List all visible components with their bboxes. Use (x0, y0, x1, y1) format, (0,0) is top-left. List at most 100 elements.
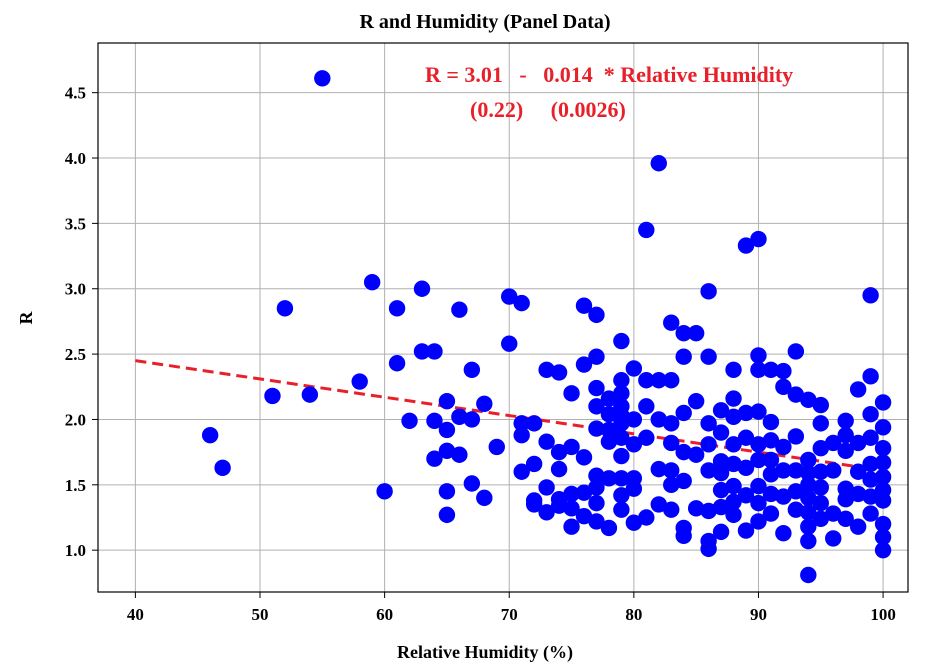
data-point (638, 429, 655, 446)
data-point (463, 475, 481, 492)
data-point (201, 426, 219, 444)
data-point (762, 505, 780, 522)
data-point (837, 412, 854, 429)
data-point (750, 361, 767, 378)
data-point (862, 505, 879, 522)
y-tick-label: 2.5 (65, 345, 86, 364)
data-point (625, 514, 643, 531)
data-point (700, 540, 717, 558)
data-point (575, 507, 593, 525)
data-point (800, 451, 817, 469)
data-point (825, 462, 842, 479)
data-point (750, 347, 767, 364)
data-point (862, 287, 879, 304)
data-point (787, 428, 805, 445)
data-point (775, 378, 792, 395)
data-point (513, 294, 530, 312)
x-tick-label: 90 (750, 605, 767, 624)
data-point (563, 485, 580, 503)
data-point (525, 455, 543, 473)
data-point (600, 390, 618, 407)
data-point (862, 406, 879, 423)
data-point (488, 438, 505, 456)
data-point (800, 532, 817, 550)
data-point (775, 524, 792, 542)
data-point (737, 429, 755, 446)
data-point (351, 373, 368, 390)
data-point (638, 398, 655, 415)
data-point (513, 426, 530, 444)
chart-title: R and Humidity (Panel Data) (359, 11, 610, 33)
data-point (613, 332, 630, 350)
data-point (588, 420, 605, 437)
data-point (762, 466, 780, 483)
x-axis-label: Relative Humidity (%) (397, 642, 573, 663)
data-point (849, 485, 867, 503)
data-point (613, 447, 630, 465)
data-point (413, 343, 431, 360)
data-point (513, 463, 530, 480)
x-tick-label: 100 (870, 605, 896, 624)
data-point (800, 566, 817, 584)
x-tick-label: 60 (376, 605, 393, 624)
data-point (700, 436, 717, 453)
data-point (650, 496, 667, 513)
data-point (588, 479, 605, 496)
data-point (575, 297, 593, 314)
data-point (638, 509, 655, 526)
data-point (426, 343, 443, 360)
data-point (812, 479, 829, 496)
data-point (687, 500, 705, 517)
data-point (812, 494, 829, 512)
data-point (762, 432, 780, 449)
data-point (825, 434, 842, 452)
data-point (451, 408, 468, 426)
data-point (737, 237, 755, 254)
data-point (750, 436, 767, 453)
data-point (712, 498, 730, 516)
data-point (550, 443, 568, 461)
y-tick-label: 4.5 (65, 84, 86, 103)
data-point (837, 490, 854, 508)
data-point (800, 489, 817, 507)
data-point (800, 476, 817, 494)
data-point (787, 343, 805, 360)
data-point (712, 464, 730, 482)
data-point (650, 460, 667, 478)
data-point (837, 510, 854, 527)
data-point (438, 392, 456, 410)
data-point (712, 523, 730, 541)
data-point (712, 453, 730, 470)
data-point (800, 518, 817, 535)
data-point (874, 541, 892, 559)
data-point (800, 464, 817, 482)
data-point (775, 462, 792, 479)
data-point (538, 361, 555, 378)
data-point (725, 493, 742, 511)
data-point (438, 506, 456, 524)
y-tick-label: 3.0 (65, 280, 86, 299)
data-point (613, 415, 630, 432)
data-point (837, 426, 854, 444)
points-layer (201, 70, 892, 584)
data-point (625, 360, 643, 377)
data-point (426, 450, 443, 467)
data-point (800, 391, 817, 409)
data-point (613, 429, 630, 446)
data-point (663, 415, 680, 432)
data-point (750, 403, 767, 420)
data-point (538, 433, 555, 450)
data-point (451, 446, 468, 463)
y-tick-label: 1.5 (65, 476, 86, 495)
data-point (737, 487, 755, 504)
data-point (588, 348, 605, 365)
data-point (675, 472, 692, 490)
data-point (376, 483, 393, 500)
data-point (550, 364, 568, 381)
data-point (787, 483, 805, 500)
data-point (737, 522, 755, 539)
x-axis-ticks: 40 50 60 70 80 90 100 (127, 592, 896, 624)
data-point (825, 505, 842, 522)
data-point (501, 288, 518, 305)
